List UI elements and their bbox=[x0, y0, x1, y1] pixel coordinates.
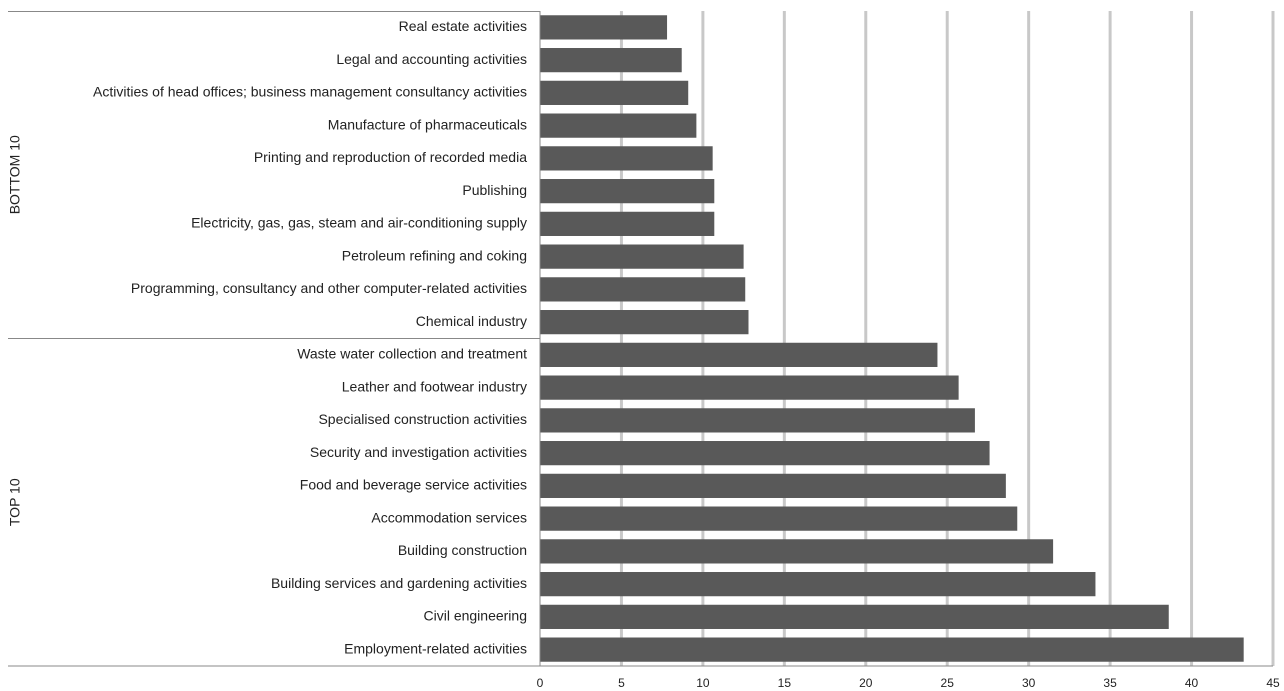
x-tick-label: 45 bbox=[1266, 676, 1280, 690]
bar bbox=[540, 408, 975, 433]
bar bbox=[540, 179, 715, 204]
y-tick-label: Manufacture of pharmaceuticals bbox=[328, 116, 527, 132]
group-label: BOTTOM 10 bbox=[7, 135, 23, 214]
y-tick-label: Chemical industry bbox=[416, 313, 527, 329]
bar bbox=[540, 310, 749, 335]
bar bbox=[540, 211, 715, 236]
bar bbox=[540, 637, 1244, 662]
bar bbox=[540, 244, 744, 269]
group-label: TOP 10 bbox=[7, 478, 23, 526]
y-tick-label: Specialised construction activities bbox=[318, 411, 527, 427]
bar bbox=[540, 277, 746, 302]
y-tick-label: Waste water collection and treatment bbox=[297, 346, 527, 362]
x-tick-label: 5 bbox=[618, 676, 625, 690]
y-tick-label: Publishing bbox=[462, 182, 527, 198]
y-tick-label: Electricity, gas, gas, steam and air-con… bbox=[191, 215, 527, 231]
bar bbox=[540, 539, 1054, 564]
x-tick-label: 35 bbox=[1103, 676, 1117, 690]
bar bbox=[540, 48, 682, 73]
y-tick-label: Building construction bbox=[398, 542, 527, 558]
y-tick-label: Legal and accounting activities bbox=[336, 51, 527, 67]
y-tick-label: Programming, consultancy and other compu… bbox=[131, 280, 527, 296]
y-tick-label: Real estate activities bbox=[399, 18, 527, 34]
y-tick-label: Security and investigation activities bbox=[310, 444, 527, 460]
x-tick-label: 10 bbox=[696, 676, 710, 690]
bar bbox=[540, 15, 668, 40]
bar bbox=[540, 506, 1018, 531]
x-tick-label: 25 bbox=[941, 676, 955, 690]
bar bbox=[540, 572, 1096, 597]
y-tick-label: Activities of head offices; business man… bbox=[93, 84, 527, 100]
y-tick-label: Printing and reproduction of recorded me… bbox=[254, 149, 527, 165]
y-tick-label: Employment-related activities bbox=[344, 640, 527, 656]
x-tick-label: 30 bbox=[1022, 676, 1036, 690]
y-tick-label: Civil engineering bbox=[423, 608, 527, 624]
bar bbox=[540, 80, 689, 105]
bar bbox=[540, 113, 697, 138]
bar bbox=[540, 146, 713, 171]
y-tick-label: Accommodation services bbox=[371, 509, 527, 525]
x-tick-label: 40 bbox=[1185, 676, 1199, 690]
bar bbox=[540, 375, 959, 400]
y-tick-label: Petroleum refining and coking bbox=[342, 247, 527, 263]
y-tick-label: Building services and gardening activiti… bbox=[271, 575, 527, 591]
bar bbox=[540, 473, 1006, 498]
bar bbox=[540, 342, 938, 367]
bar bbox=[540, 441, 990, 466]
x-tick-label: 15 bbox=[778, 676, 792, 690]
y-tick-label: Leather and footwear industry bbox=[342, 378, 527, 394]
x-tick-label: 0 bbox=[537, 676, 544, 690]
x-tick-label: 20 bbox=[859, 676, 873, 690]
y-tick-label: Food and beverage service activities bbox=[300, 477, 527, 493]
bar bbox=[540, 604, 1169, 629]
